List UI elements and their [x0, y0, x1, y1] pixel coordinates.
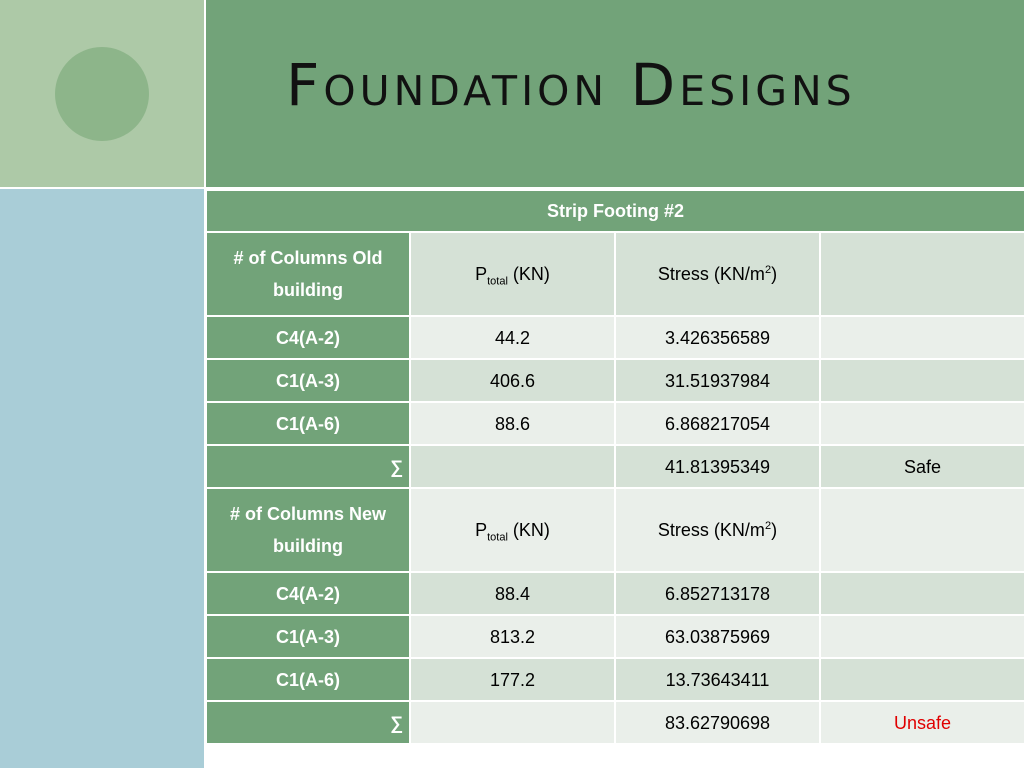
- stress-value: 6.868217054: [614, 401, 821, 446]
- column-id: C1(A-6): [205, 401, 411, 446]
- strip-footing-table: Strip Footing #2 # of Columns Old buildi…: [205, 189, 1024, 745]
- sum-row: ∑ 83.62790698 Unsafe: [205, 700, 1024, 745]
- stress-header-main: Stress (KN/m: [657, 520, 765, 540]
- table-row: C4(A-2) 88.4 6.852713178: [205, 571, 1024, 616]
- status-value: [819, 358, 1024, 403]
- p-header-sub: total: [487, 531, 508, 544]
- p-header-unit: (KN): [507, 520, 550, 540]
- sum-symbol: ∑: [205, 444, 411, 489]
- p-total-value: 813.2: [409, 614, 616, 659]
- status-value: [819, 401, 1024, 446]
- stress-header-end: ): [771, 520, 778, 540]
- table-row: C1(A-6) 177.2 13.73643411: [205, 657, 1024, 702]
- p-header-unit: (KN): [507, 264, 550, 284]
- stress-header: Stress (KN/m2): [614, 487, 821, 573]
- column-id: C1(A-3): [205, 358, 411, 403]
- decor-panel-top: [0, 0, 204, 187]
- sum-status-safe: Safe: [819, 444, 1024, 489]
- status-header: [819, 231, 1024, 317]
- status-header: [819, 487, 1024, 573]
- stress-header-end: ): [771, 264, 778, 284]
- table-row: C4(A-2) 44.2 3.426356589: [205, 315, 1024, 360]
- sum-p-total: [409, 444, 616, 489]
- stress-header-sup: 2: [764, 520, 772, 532]
- stress-value: 6.852713178: [614, 571, 821, 616]
- table-row: C1(A-6) 88.6 6.868217054: [205, 401, 1024, 446]
- table-row: C1(A-3) 813.2 63.03875969: [205, 614, 1024, 659]
- stress-value: 63.03875969: [614, 614, 821, 659]
- table-caption: Strip Footing #2: [205, 189, 1024, 233]
- sum-row: ∑ 41.81395349 Safe: [205, 444, 1024, 489]
- decor-circle: [55, 47, 149, 141]
- column-id: C1(A-6): [205, 657, 411, 702]
- status-value: [819, 571, 1024, 616]
- sum-status-unsafe: Unsafe: [819, 700, 1024, 745]
- slide-title: Foundation Designs: [286, 51, 856, 119]
- p-total-value: 44.2: [409, 315, 616, 360]
- p-total-value: 406.6: [409, 358, 616, 403]
- stress-header-main: Stress (KN/m: [657, 264, 765, 284]
- p-header-sub: total: [487, 275, 508, 288]
- stress-value: 13.73643411: [614, 657, 821, 702]
- p-total-value: 177.2: [409, 657, 616, 702]
- stress-value: 31.51937984: [614, 358, 821, 403]
- stress-header-sup: 2: [764, 264, 772, 276]
- column-id: C4(A-2): [205, 571, 411, 616]
- p-total-header: Ptotal (KN): [409, 231, 616, 317]
- decor-panel-bottom: [0, 189, 204, 768]
- section-header-row: # of Columns Old building Ptotal (KN) St…: [205, 231, 1024, 317]
- status-value: [819, 315, 1024, 360]
- table-caption-row: Strip Footing #2: [205, 189, 1024, 233]
- p-header-main: P: [475, 520, 488, 540]
- p-total-value: 88.4: [409, 571, 616, 616]
- column-id: C4(A-2): [205, 315, 411, 360]
- sum-stress: 83.62790698: [614, 700, 821, 745]
- sum-stress: 41.81395349: [614, 444, 821, 489]
- status-value: [819, 614, 1024, 659]
- column-id: C1(A-3): [205, 614, 411, 659]
- status-value: [819, 657, 1024, 702]
- stress-header: Stress (KN/m2): [614, 231, 821, 317]
- sum-p-total: [409, 700, 616, 745]
- title-banner: Foundation Designs: [206, 0, 1024, 187]
- stress-value: 3.426356589: [614, 315, 821, 360]
- p-total-header: Ptotal (KN): [409, 487, 616, 573]
- section-header-row: # of Columns New building Ptotal (KN) St…: [205, 487, 1024, 573]
- p-header-main: P: [475, 264, 488, 284]
- table-row: C1(A-3) 406.6 31.51937984: [205, 358, 1024, 403]
- p-total-value: 88.6: [409, 401, 616, 446]
- section-label: # of Columns New building: [205, 487, 411, 573]
- section-label: # of Columns Old building: [205, 231, 411, 317]
- table-container: Strip Footing #2 # of Columns Old buildi…: [205, 189, 1024, 759]
- sum-symbol: ∑: [205, 700, 411, 745]
